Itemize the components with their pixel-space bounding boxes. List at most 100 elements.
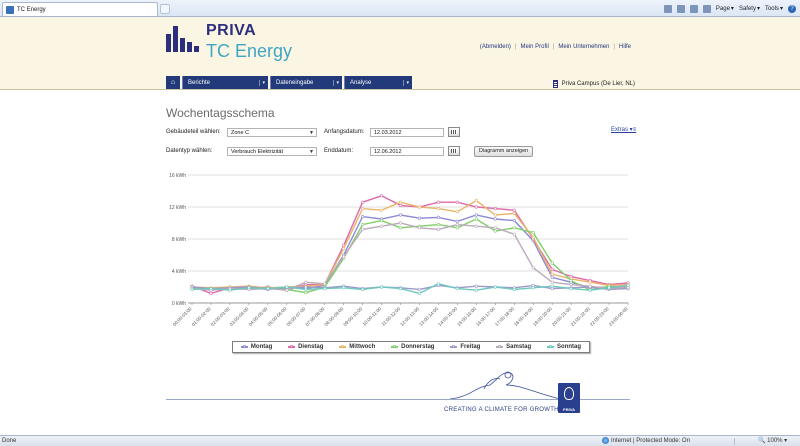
- browser-toolbar: TC Energy Page ▾ Safety ▾ Tools ▾ ?: [0, 0, 800, 17]
- legend-label: Sonntag: [557, 344, 582, 350]
- browser-tab[interactable]: TC Energy: [2, 2, 158, 16]
- legend-swatch: [240, 345, 248, 348]
- legend-item[interactable]: Montag: [240, 344, 272, 350]
- extras-link[interactable]: Extras ▾≡: [611, 127, 637, 133]
- logout-link[interactable]: (Abmelden): [479, 44, 511, 50]
- legend-item[interactable]: Freitag: [450, 344, 480, 350]
- data-point: [455, 210, 459, 214]
- data-point: [361, 222, 365, 227]
- datatype-select[interactable]: Verbrauch Elektrizität ▼: [227, 147, 317, 156]
- logo-product: TC Energy: [206, 41, 293, 61]
- nav-dateneingabe[interactable]: Dateneingabe ▾: [270, 76, 342, 89]
- legend-label: Dienstag: [298, 344, 324, 350]
- series-line-donnerstag: [191, 218, 629, 294]
- calendar-icon[interactable]: [448, 127, 460, 137]
- help-link[interactable]: Hilfe: [618, 44, 631, 50]
- footer-slogan: CREATING A CLIMATE FOR GROWTH: [444, 407, 559, 413]
- data-point: [512, 208, 516, 212]
- data-point: [379, 194, 384, 198]
- data-point: [247, 286, 251, 290]
- series-line-dienstag: [191, 195, 629, 295]
- building-icon: [552, 80, 558, 88]
- safety-menu[interactable]: Safety ▾: [738, 5, 760, 13]
- legend-item[interactable]: Donnerstag: [391, 344, 434, 350]
- status-icons[interactable]: [734, 438, 748, 445]
- nav-analyse[interactable]: Analyse ▾: [344, 76, 412, 89]
- nav-berichte[interactable]: Berichte ▾: [182, 76, 268, 89]
- calendar-icon[interactable]: [448, 146, 460, 156]
- data-point: [398, 213, 403, 217]
- data-point: [304, 287, 308, 291]
- profile-link[interactable]: Mein Profil: [520, 44, 549, 50]
- data-point: [398, 286, 403, 291]
- end-date-input[interactable]: 12.06.2012: [370, 147, 444, 156]
- dropdown-arrow-icon: ▼: [309, 149, 314, 155]
- print-icon[interactable]: [702, 4, 711, 13]
- zoom-level[interactable]: 🔍 100% ▾: [758, 438, 788, 444]
- help-icon[interactable]: ?: [788, 4, 796, 13]
- mail-icon[interactable]: [689, 4, 698, 13]
- data-point: [474, 213, 478, 217]
- data-point: [417, 287, 422, 291]
- data-point: [569, 286, 573, 291]
- flame-icon: [564, 387, 574, 400]
- page-menu[interactable]: Page ▾: [715, 5, 734, 13]
- end-date-label: Enddatum:: [324, 148, 354, 154]
- footer-illustration: [450, 371, 560, 400]
- tools-menu-label: Tools: [764, 5, 779, 12]
- top-links: (Abmelden) | Mein Profil | Mein Unterneh…: [479, 44, 631, 50]
- data-point: [588, 288, 592, 292]
- data-point: [436, 215, 441, 220]
- legend-item[interactable]: Sonntag: [547, 344, 581, 350]
- datatype-label: Datentyp wählen:: [166, 148, 213, 154]
- data-point: [550, 267, 554, 271]
- safety-menu-label: Safety: [738, 5, 756, 12]
- building-select[interactable]: Zone C ▼: [227, 128, 317, 137]
- data-point: [493, 213, 497, 217]
- new-tab-button[interactable]: [160, 4, 170, 14]
- start-date-input[interactable]: 12.03.2012: [370, 128, 444, 137]
- data-point: [531, 286, 535, 290]
- data-point: [455, 200, 459, 204]
- priva-logo-icon: [166, 26, 200, 52]
- home-nav-icon[interactable]: ⌂: [166, 76, 180, 89]
- legend-item[interactable]: Dienstag: [288, 344, 323, 350]
- data-point: [304, 290, 308, 295]
- data-point: [398, 221, 403, 225]
- data-point: [531, 235, 535, 239]
- show-chart-button[interactable]: Diagramm anzeigen: [474, 146, 534, 157]
- data-point: [304, 280, 308, 284]
- security-zone[interactable]: Internet | Protected Mode: On: [602, 437, 690, 444]
- data-point: [361, 200, 365, 204]
- badge-label: PRIVA: [563, 407, 575, 412]
- data-point: [379, 224, 384, 228]
- data-point: [361, 287, 365, 291]
- data-point: [379, 285, 384, 289]
- legend-item[interactable]: Samstag: [496, 344, 531, 350]
- data-point: [550, 272, 554, 276]
- location-label: Priva Campus (De Lier, NL): [561, 81, 635, 87]
- globe-icon: [602, 437, 609, 444]
- site-header: PRIVA TC Energy (Abmelden) | Mein Profil…: [0, 17, 800, 89]
- data-point: [569, 282, 573, 287]
- data-point: [474, 198, 478, 203]
- feeds-icon[interactable]: [676, 4, 685, 13]
- logo-brand: PRIVA: [206, 22, 257, 39]
- data-point: [512, 218, 516, 223]
- tools-menu[interactable]: Tools ▾: [764, 5, 783, 13]
- data-point: [342, 254, 346, 259]
- data-point: [209, 291, 213, 295]
- status-text: Done: [2, 438, 17, 444]
- data-point: [361, 227, 365, 232]
- data-point: [512, 211, 516, 216]
- data-point: [285, 288, 289, 292]
- legend-item[interactable]: Mittwoch: [339, 344, 375, 350]
- legend-swatch: [496, 345, 504, 348]
- start-date-label: Anfangsdatum:: [324, 129, 365, 135]
- home-icon[interactable]: [663, 4, 672, 13]
- data-point: [209, 286, 213, 291]
- company-link[interactable]: Mein Unternehmen: [558, 44, 610, 50]
- chart-legend: Montag Dienstag Mittwoch Donnerstag Freitag S…: [232, 341, 590, 353]
- data-point: [474, 288, 478, 292]
